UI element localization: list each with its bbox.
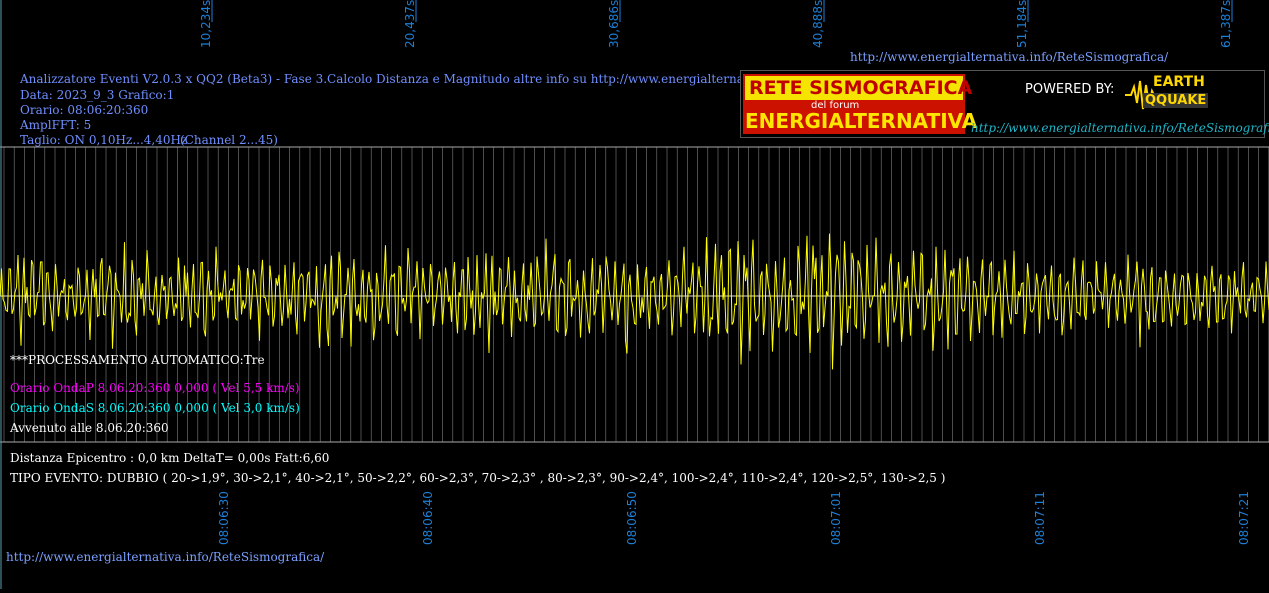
top-tick-label: 20,437s (403, 0, 417, 48)
epicenter-distance: Distanza Epicentro : 0,0 km DeltaT= 0,00… (10, 451, 330, 465)
header-date: Data: 2023_9_3 Grafico:1 (20, 88, 175, 102)
seismic-trace (0, 233, 1269, 370)
logo-url[interactable]: http://www.energialternativa.info/ReteSi… (971, 121, 1269, 135)
logo-qquake-text: QQUAKE (1143, 93, 1209, 108)
top-tick-label: 10,234s (199, 0, 213, 48)
header-filter: Taglio: ON 0,10Hz...4,40Hz (20, 133, 188, 147)
onda-s-time: Orario OndaS 8.06.20:360 0,000 ( Vel 3,0… (10, 401, 300, 415)
logo-subtitle: del forum (811, 100, 860, 111)
top-tick-label: 61,387s (1219, 0, 1233, 48)
header-time: Orario: 08:06:20:360 (20, 103, 149, 117)
onda-p-time: Orario OndaP 8.06.20:360 0,000 ( Vel 5,5… (10, 381, 300, 395)
trace-group (0, 233, 1269, 370)
logo-powered-by: POWERED BY: (1025, 82, 1115, 97)
bottom-tick-label: 08:06:30 (217, 491, 231, 545)
top-tick-label: 40,888s (811, 0, 825, 48)
bottom-tick-label: 08:07:01 (829, 491, 843, 545)
logo-brand: ENERGIALTERNATIVA (745, 109, 978, 133)
event-time: Avvenuto alle 8.06.20:360 (10, 421, 169, 435)
logo-title: RETE SISMOGRAFICA (749, 77, 973, 99)
bottom-tick-label: 08:06:50 (625, 491, 639, 545)
bottom-tick-label: 08:06:40 (421, 491, 435, 545)
auto-processing-label: ***PROCESSAMENTO AUTOMATICO:Tre (10, 353, 265, 367)
bottom-tick-label: 08:07:11 (1033, 491, 1047, 545)
header-ampl: AmplFFT: 5 (20, 118, 92, 132)
rete-sismografica-logo: RETE SISMOGRAFICA del forum ENERGIALTERN… (740, 70, 1269, 138)
time-axis-group: 10,234s 20,437s 30,686s 40,888s 51,184s 61,38… (199, 0, 1251, 545)
top-tick-label: 30,686s (607, 0, 621, 48)
logo-earth-text: EARTH (1153, 74, 1205, 90)
logo-yellow-band (745, 76, 963, 100)
top-tick-label: 51,184s (1015, 0, 1029, 48)
event-type: TIPO EVENTO: DUBBIO ( 20->1,9°, 30->2,1°… (10, 471, 946, 485)
header-channel: (Channel 2...45) (180, 133, 278, 147)
top-site-link[interactable]: http://www.energialternativa.info/ReteSi… (850, 50, 1169, 64)
bottom-site-link[interactable]: http://www.energialternativa.info/ReteSi… (6, 550, 325, 564)
bottom-tick-label: 08:07:21 (1237, 491, 1251, 545)
header-title: Analizzatore Eventi V2.0.3 x QQ2 (Beta3)… (20, 72, 856, 86)
